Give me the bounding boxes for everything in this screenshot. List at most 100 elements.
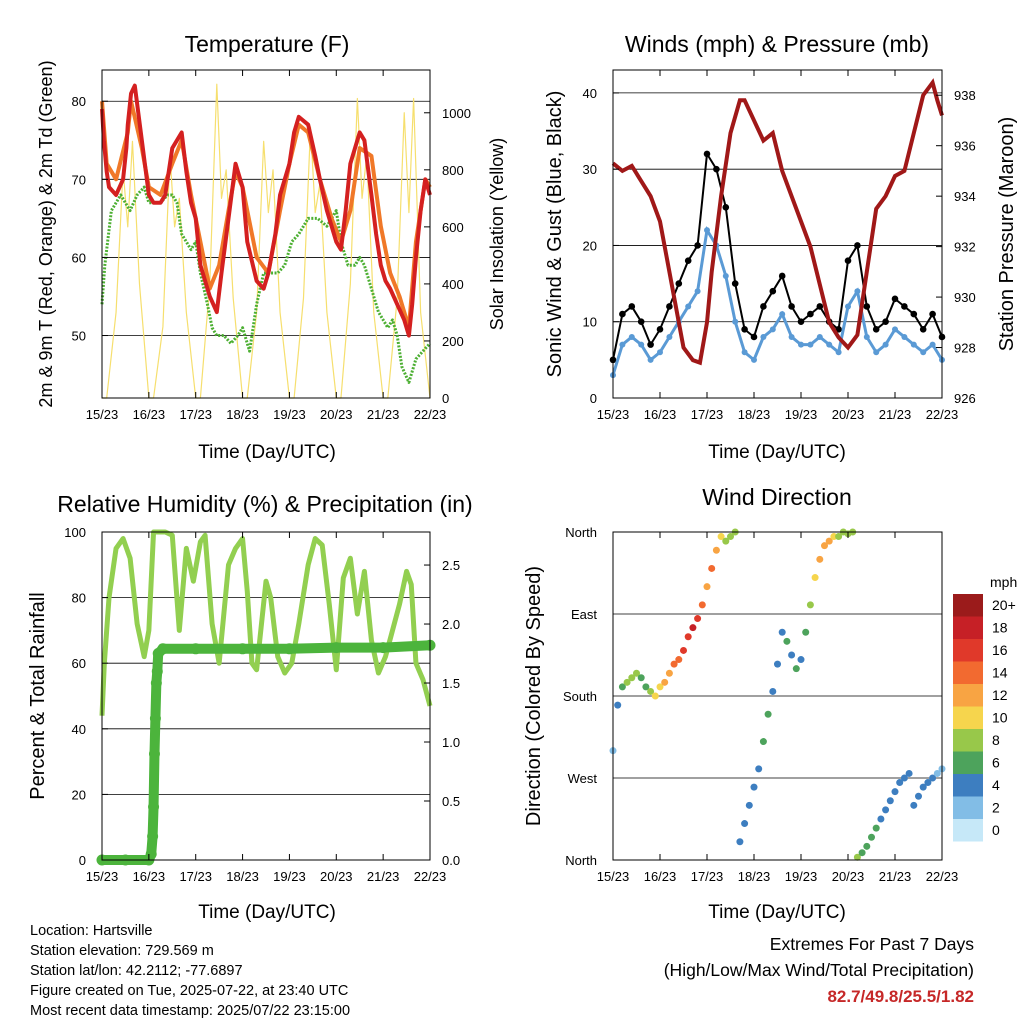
- x-tick-label: 15/23: [86, 869, 119, 884]
- plot-frame: [612, 531, 943, 861]
- direction-point: [769, 687, 777, 695]
- y-tick-label: 20: [583, 238, 597, 253]
- x-tick-label: 22/23: [926, 869, 959, 884]
- direction-point: [788, 651, 796, 659]
- x-tick-label: 17/23: [691, 869, 724, 884]
- x-tick-label: 19/23: [785, 407, 818, 422]
- x-tick-label: 19/23: [273, 869, 306, 884]
- x-tick-label: 18/23: [226, 869, 259, 884]
- direction-point: [863, 842, 871, 850]
- direction-point: [806, 601, 814, 609]
- direction-point: [656, 683, 664, 691]
- y2-tick-label: 1.5: [442, 676, 460, 691]
- legend-label: 10: [992, 710, 1008, 726]
- direction-point: [778, 628, 786, 636]
- direction-point: [900, 774, 908, 782]
- legend-swatch: [953, 684, 983, 707]
- precip-point: [148, 748, 160, 760]
- y2-tick-label: 200: [442, 334, 464, 349]
- direction-point: [727, 533, 734, 541]
- direction-point: [708, 564, 716, 572]
- x-tick-label: 16/23: [644, 407, 677, 422]
- y-tick-label: North: [565, 853, 597, 868]
- direction-point: [647, 687, 655, 695]
- legend-swatch: [953, 616, 983, 639]
- precip-point: [237, 643, 249, 655]
- direction-point: [694, 615, 702, 623]
- x-tick-label: 15/23: [86, 407, 119, 422]
- y2-tick-label: 800: [442, 163, 464, 178]
- x-axis-label: Time (Day/UTC): [198, 442, 336, 463]
- y-tick-label: 80: [72, 591, 86, 606]
- extremes-subtitle: (High/Low/Max Wind/Total Precipitation): [663, 960, 974, 980]
- direction-point: [825, 537, 833, 545]
- precip-point: [150, 677, 162, 689]
- precip-point: [149, 712, 161, 724]
- info-location: Location: Hartsville: [30, 923, 153, 939]
- direction-point: [689, 624, 697, 632]
- chart-title: Wind Direction: [702, 484, 852, 510]
- y-tick-label: 80: [72, 94, 86, 109]
- direction-point: [717, 533, 725, 541]
- y-tick-label: 70: [72, 172, 86, 187]
- precip-point: [330, 642, 342, 654]
- direction-point: [759, 738, 767, 746]
- precip-point: [151, 665, 163, 677]
- direction-point: [811, 574, 819, 582]
- x-tick-label: 16/23: [133, 869, 166, 884]
- rh-line: [99, 529, 433, 716]
- x-tick-label: 16/23: [644, 869, 677, 884]
- legend-label: 4: [992, 777, 1000, 793]
- plot-frame: [101, 69, 431, 399]
- y-tick-label: 30: [583, 162, 597, 177]
- legend-swatch: [953, 594, 983, 617]
- y-axis-label: 2m & 9m T (Red, Orange) & 2m Td (Green): [36, 60, 56, 407]
- legend-swatch: [953, 751, 983, 774]
- pressure-line: [611, 78, 944, 366]
- y-tick-label: 50: [72, 329, 86, 344]
- direction-point: [698, 601, 706, 609]
- direction-point: [750, 783, 758, 791]
- legend-label: 8: [992, 732, 1000, 748]
- x-tick-label: 18/23: [226, 407, 259, 422]
- direction-point: [745, 801, 753, 809]
- series-line-1: [100, 99, 432, 330]
- legend-swatch: [953, 796, 983, 819]
- legend-label: 12: [992, 687, 1008, 703]
- y2-tick-label: 932: [954, 240, 976, 255]
- x-tick-label: 18/23: [738, 407, 771, 422]
- y-axis-label: Percent & Total Rainfall: [27, 592, 49, 800]
- extremes-values: 82.7/49.8/25.5/1.82: [827, 987, 974, 1006]
- y2-tick-label: 2.0: [442, 617, 460, 632]
- legend-label: 20+: [992, 597, 1016, 613]
- x-tick-label: 17/23: [691, 407, 724, 422]
- y2-tick-label: 936: [954, 139, 976, 154]
- x-tick-label: 21/23: [367, 869, 400, 884]
- direction-point: [651, 692, 659, 700]
- y2-tick-label: 600: [442, 220, 464, 235]
- x-tick-label: 21/23: [879, 407, 912, 422]
- y2-tick-label: 928: [954, 341, 976, 356]
- x-axis-label: Time (Day/UTC): [708, 442, 846, 463]
- y-tick-label: 20: [72, 787, 86, 802]
- x-tick-label: 15/23: [597, 407, 630, 422]
- legend-swatch: [953, 661, 983, 684]
- plot-frame: [612, 69, 943, 399]
- x-tick-label: 19/23: [273, 407, 306, 422]
- legend-swatch: [953, 706, 983, 729]
- legend-label: 18: [992, 620, 1008, 636]
- y2-tick-label: 0: [442, 391, 449, 406]
- direction-point: [886, 797, 894, 805]
- y-tick-label: 40: [72, 722, 86, 737]
- y-tick-label: 10: [583, 315, 597, 330]
- chart-title: Temperature (F): [185, 31, 350, 57]
- direction-point: [670, 660, 678, 668]
- info-recent: Most recent data timestamp: 2025/07/22 2…: [30, 1003, 351, 1019]
- legend-swatch: [953, 729, 983, 752]
- y-tick-label: West: [568, 771, 598, 786]
- x-tick-label: 15/23: [597, 869, 630, 884]
- y-tick-label: North: [565, 525, 597, 540]
- direction-point: [661, 678, 669, 686]
- y2-tick-label: 926: [954, 391, 976, 406]
